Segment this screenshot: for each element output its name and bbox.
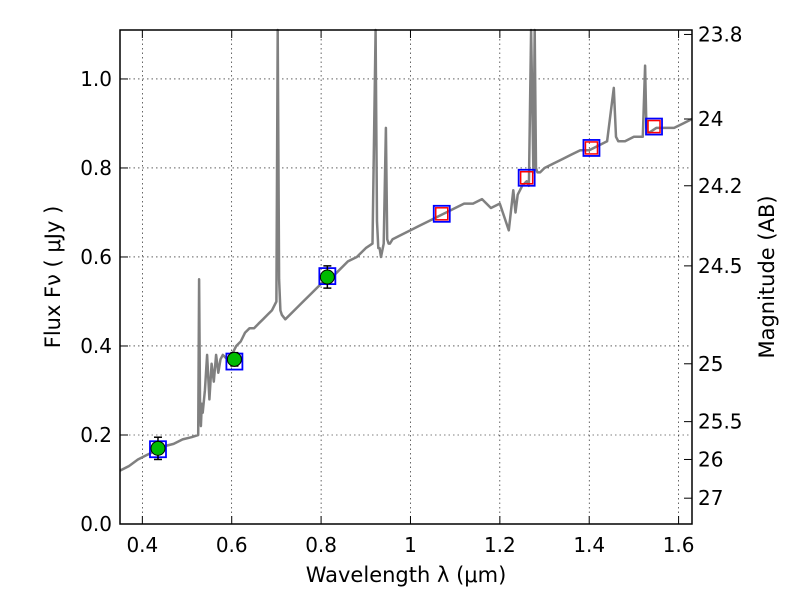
model-box (645, 117, 663, 136)
y-tick-label: 0.8 (80, 156, 112, 180)
x-tick-label: 0.4 (126, 533, 158, 557)
right-axis-label: Magnitude (AB) (755, 195, 779, 358)
predicted-box (435, 207, 449, 221)
right-tick-label: 25 (698, 352, 723, 376)
right-tick-label: 23.8 (698, 22, 743, 46)
spectrum-line (119, 28, 693, 472)
y-axis-label: Flux Fν ( μJy ) (41, 206, 65, 349)
points-layer (149, 117, 663, 461)
y-tick-label: 0.0 (80, 512, 112, 536)
x-tick-label: 1.2 (484, 533, 516, 557)
right-tick-label: 25.5 (698, 410, 743, 434)
x-tick-label: 1.6 (663, 533, 695, 557)
x-axis-label: Wavelength λ (μm) (306, 563, 507, 587)
y-tick-label: 0.2 (80, 423, 112, 447)
tick-labels: 0.4 0.6 0.8 1 1.2 1.4 1.6 0.0 0.2 0.4 0.6 0.8 1.0 23.… (80, 22, 742, 557)
right-tick-label: 26 (698, 447, 723, 471)
plot-frame (119, 29, 693, 525)
x-tick-label: 0.8 (305, 533, 337, 557)
x-tick-label: 1 (404, 533, 417, 557)
ticks (120, 30, 692, 525)
predicted-box (519, 171, 534, 185)
right-tick-label: 24.5 (698, 254, 743, 278)
y-tick-label: 0.4 (80, 334, 112, 358)
observed-point (226, 351, 242, 367)
observed-point (319, 269, 335, 285)
observed-point (150, 440, 166, 456)
x-tick-label: 1.4 (573, 533, 605, 557)
spectrum-layer (119, 28, 693, 472)
model-box (517, 168, 536, 187)
predicted-box (647, 119, 661, 134)
y-tick-label: 0.6 (80, 245, 112, 269)
model-box (432, 204, 451, 223)
right-tick-label: 27 (698, 486, 723, 510)
model-box (582, 139, 601, 157)
right-tick-label: 24 (698, 107, 723, 131)
y-tick-label: 1.0 (80, 67, 112, 91)
x-tick-label: 0.6 (216, 533, 248, 557)
right-tick-label: 24.2 (698, 174, 743, 198)
predicted-box (584, 141, 599, 155)
plot-background (120, 30, 692, 524)
